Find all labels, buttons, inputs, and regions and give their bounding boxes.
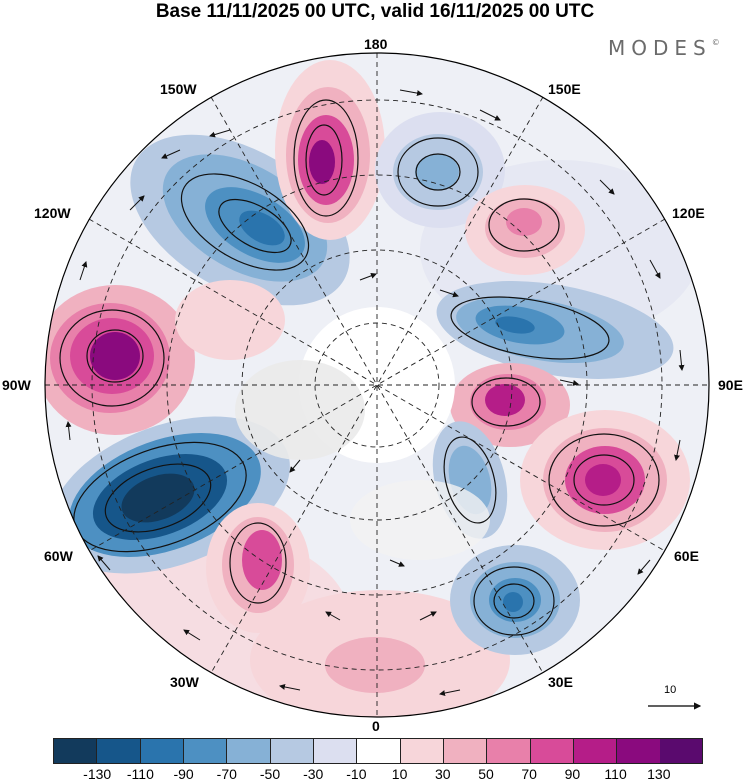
colorbar-tick-label: -30 [303, 766, 324, 782]
logo-mark: © [711, 38, 720, 47]
reference-vector-label: 10 [664, 684, 677, 696]
colorbar-segment [182, 739, 227, 763]
wind-vectors [65, 89, 685, 696]
lon-label-0: 0 [372, 718, 380, 734]
west-siberia-low [436, 281, 674, 379]
colorbar-segment [96, 739, 140, 763]
lon-label-150e: 150E [548, 81, 581, 97]
colorbar [53, 738, 703, 764]
colorbar-tick-label: -90 [173, 766, 194, 782]
lon-label-90e: 90E [718, 377, 743, 393]
colorbar-segment [659, 739, 702, 763]
colorbar-tick-label: 10 [391, 766, 408, 782]
lon-label-120w: 120W [34, 205, 71, 221]
lon-label-60e: 60E [674, 548, 699, 564]
yakutia-high [465, 185, 585, 275]
colorbar-tick-label: 70 [521, 766, 537, 782]
colorbar-tick-label: 30 [435, 766, 451, 782]
lon-label-60w: 60W [44, 548, 73, 564]
colorbar-tick-label: -10 [346, 766, 367, 782]
colorbar-segment [269, 739, 313, 763]
greenland-land [235, 360, 365, 460]
colorbar-segment [356, 739, 400, 763]
colorbar-tick-label: 130 [647, 766, 671, 782]
map-boundary [44, 52, 710, 718]
colorbar-segment [616, 739, 660, 763]
lon-label-120e: 120E [672, 205, 705, 221]
colorbar-segment [529, 739, 573, 763]
colorbar-segment [486, 739, 530, 763]
kara-high [450, 363, 570, 447]
colorbar-tick-label: 50 [478, 766, 494, 782]
lon-label-30e: 30E [548, 674, 573, 690]
colorbar-segment [139, 739, 183, 763]
logo-text: MODES [608, 36, 712, 60]
colorbar-tick-label: -50 [259, 766, 281, 782]
lon-label-180: 180 [364, 36, 388, 52]
hudson-weak-high [175, 280, 285, 360]
colorbar-segment [399, 739, 443, 763]
colorbar-tick-label: 110 [604, 766, 627, 782]
colorbar-segment [312, 739, 357, 763]
colorbar-tick-label: -110 [126, 766, 154, 782]
colorbar-segment [442, 739, 487, 763]
colorbar-tick-label: -70 [216, 766, 237, 782]
iberia-high [325, 637, 425, 693]
east-siberia-low [375, 112, 505, 228]
atlantic-high [206, 503, 310, 633]
canada-high [45, 285, 195, 435]
colorbar-segment [54, 739, 97, 763]
lon-label-150w: 150W [160, 81, 197, 97]
map-title: Base 11/11/2025 00 UTC, valid 16/11/2025… [155, 1, 595, 22]
bering-high [275, 60, 385, 240]
central-asia-high [520, 410, 690, 550]
black-sea-low [450, 545, 580, 655]
lon-label-90w: 90W [2, 377, 31, 393]
colorbar-tick-label: -130 [83, 766, 112, 782]
colorbar-segment [572, 739, 617, 763]
modes-logo: MODES© [608, 36, 720, 60]
graticule [45, 53, 709, 717]
anomaly-field [45, 53, 709, 717]
colorbar-tick-label: 90 [564, 766, 581, 782]
lon-label-30w: 30W [170, 674, 199, 690]
colorbar-segment [226, 739, 270, 763]
europe-land [350, 480, 490, 560]
